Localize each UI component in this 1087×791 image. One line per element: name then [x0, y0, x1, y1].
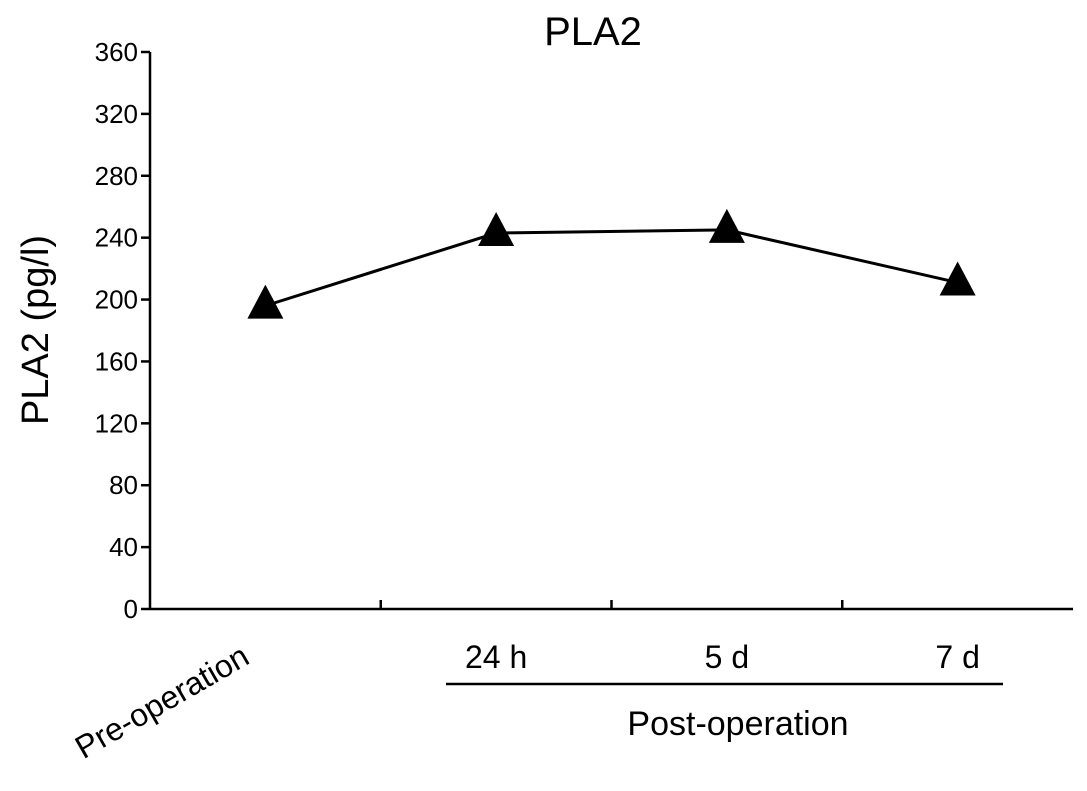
- x-tick-label: 24 h: [465, 639, 527, 675]
- x-tick-label: 7 d: [935, 639, 979, 675]
- x-tick-label: Pre-operation: [69, 637, 255, 765]
- x-ticks: [379, 600, 844, 609]
- y-tick-label: 360: [95, 37, 138, 67]
- y-tick-label: 40: [109, 532, 138, 562]
- data-point-pre-operation: [247, 284, 284, 319]
- y-tick-label: 80: [109, 470, 138, 500]
- data-point-7-d: [939, 261, 976, 296]
- y-axis-label: PLA2 (pg/l): [15, 235, 57, 425]
- y-tick-label: 0: [124, 594, 138, 624]
- data-point-5-d: [708, 208, 745, 243]
- y-tick-label: 280: [95, 161, 138, 191]
- x-tick-label: 5 d: [705, 639, 749, 675]
- post-operation-label: Post-operation: [627, 705, 848, 743]
- y-ticks: 0 40 80 120 160 200 240 280 320 360: [95, 37, 150, 624]
- series-plot: [247, 208, 976, 319]
- y-tick-label: 160: [95, 346, 138, 376]
- y-tick-label: 320: [95, 99, 138, 129]
- data-point-24-h: [478, 211, 515, 246]
- y-tick-label: 120: [95, 408, 138, 438]
- y-tick-label: 200: [95, 285, 138, 315]
- y-tick-label: 240: [95, 223, 138, 253]
- x-tick-labels: Pre-operation 24 h 5 d 7 d: [69, 637, 980, 765]
- series-line: [264, 228, 958, 308]
- chart-title: PLA2: [544, 10, 642, 54]
